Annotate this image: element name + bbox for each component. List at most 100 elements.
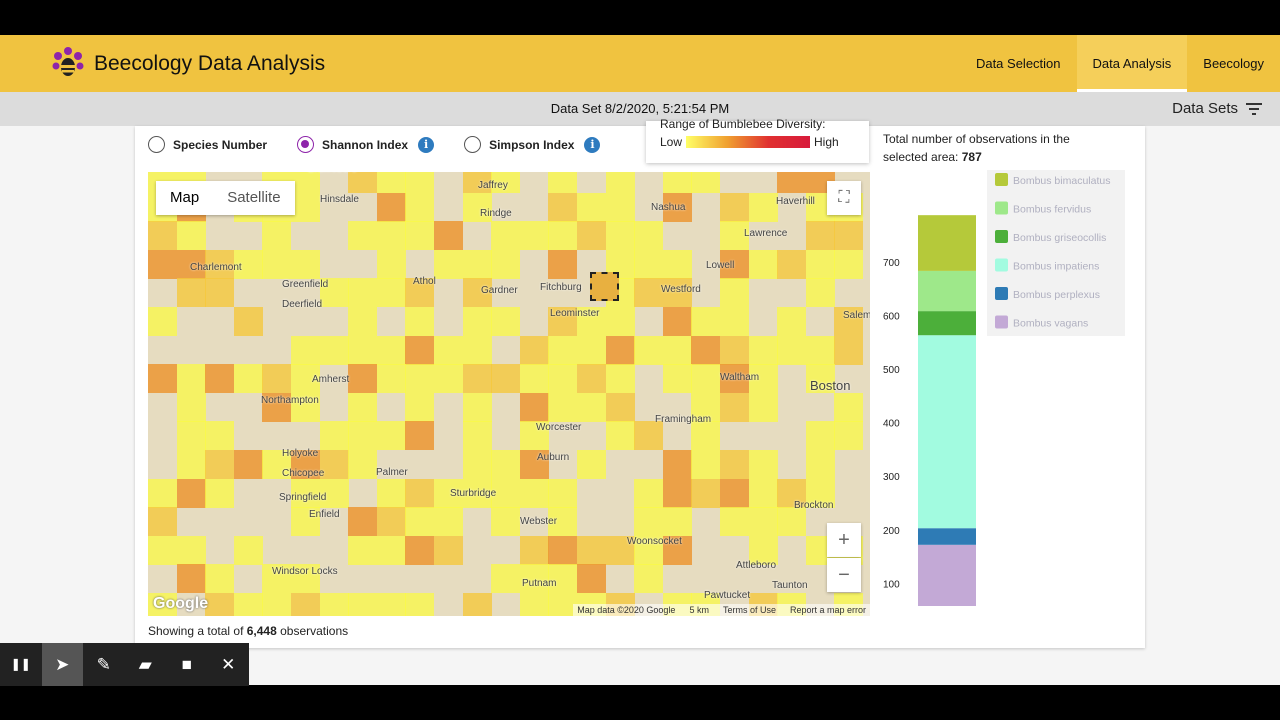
heatmap-cell[interactable] bbox=[634, 249, 664, 279]
heatmap-cell[interactable] bbox=[634, 221, 664, 251]
heatmap-cell[interactable] bbox=[720, 507, 749, 537]
heatmap-cell[interactable] bbox=[291, 564, 320, 594]
heatmap-cell[interactable] bbox=[376, 478, 406, 508]
heatmap-cell[interactable] bbox=[605, 364, 635, 394]
heatmap-cell[interactable] bbox=[634, 535, 664, 565]
heatmap-cell[interactable] bbox=[205, 450, 235, 479]
heatmap-cell[interactable] bbox=[748, 192, 778, 222]
heatmap-cell[interactable] bbox=[462, 192, 492, 222]
map[interactable]: Brattleboro Jaffrey Hinsdale Rindge Nashua Ha… bbox=[148, 172, 870, 616]
heatmap-cell[interactable] bbox=[834, 249, 864, 279]
heatmap-cell[interactable] bbox=[691, 478, 721, 508]
heatmap-cell[interactable] bbox=[691, 364, 721, 394]
heatmap-cell[interactable] bbox=[291, 192, 320, 222]
heatmap-cell[interactable] bbox=[748, 507, 778, 537]
heatmap-cell[interactable] bbox=[405, 221, 435, 251]
heatmap-cell[interactable] bbox=[748, 478, 778, 508]
heatmap-cell[interactable] bbox=[662, 307, 692, 336]
close-icon[interactable]: ✕ bbox=[221, 655, 236, 674]
heatmap-cell[interactable] bbox=[319, 335, 349, 365]
heatmap-cell[interactable] bbox=[291, 364, 320, 394]
heatmap-cell[interactable] bbox=[548, 307, 578, 336]
heatmap-cell[interactable] bbox=[491, 564, 521, 594]
heatmap-cell[interactable] bbox=[148, 221, 177, 251]
heatmap-cell[interactable] bbox=[434, 221, 463, 251]
heatmap-cell[interactable] bbox=[548, 392, 578, 422]
heatmap-cell[interactable] bbox=[233, 249, 263, 279]
heatmap-cell[interactable] bbox=[777, 249, 807, 279]
heatmap-cell[interactable] bbox=[548, 221, 578, 251]
heatmap-cell[interactable] bbox=[720, 364, 749, 394]
heatmap-cell[interactable] bbox=[262, 364, 292, 394]
heatmap-cell[interactable] bbox=[605, 307, 635, 336]
camera-icon[interactable]: ■ bbox=[181, 655, 192, 674]
heatmap-cell[interactable] bbox=[262, 249, 292, 279]
heatmap-cell[interactable] bbox=[176, 421, 206, 451]
heatmap-cell[interactable] bbox=[634, 507, 664, 537]
heatmap-cell[interactable] bbox=[662, 364, 692, 394]
heatmap-cell[interactable] bbox=[405, 278, 435, 308]
heatmap-cell[interactable] bbox=[405, 172, 435, 193]
heatmap-cell[interactable] bbox=[148, 307, 177, 336]
heatmap-cell[interactable] bbox=[176, 392, 206, 422]
heatmap-cell[interactable] bbox=[491, 221, 521, 251]
heatmap-cell[interactable] bbox=[348, 593, 378, 616]
heatmap-cell[interactable] bbox=[205, 421, 235, 451]
heatmap-cell[interactable] bbox=[605, 392, 635, 422]
heatmap-cell[interactable] bbox=[548, 478, 578, 508]
heatmap-cell[interactable] bbox=[548, 564, 578, 594]
heatmap-cell[interactable] bbox=[205, 564, 235, 594]
heatmap-cell[interactable] bbox=[233, 535, 263, 565]
eraser-icon[interactable]: ▰ bbox=[138, 655, 152, 674]
heatmap-cell[interactable] bbox=[262, 564, 292, 594]
heatmap-cell[interactable] bbox=[577, 307, 606, 336]
heatmap-cell[interactable] bbox=[491, 172, 521, 193]
heatmap-cell[interactable] bbox=[834, 421, 864, 451]
heatmap-cell[interactable] bbox=[319, 593, 349, 616]
heatmap-cell[interactable] bbox=[720, 192, 749, 222]
heatmap-cell[interactable] bbox=[348, 392, 378, 422]
heatmap-cell[interactable] bbox=[605, 335, 635, 365]
heatmap-cell[interactable] bbox=[805, 221, 835, 251]
heatmap-cell[interactable] bbox=[720, 307, 749, 336]
heatmap-cell[interactable] bbox=[662, 478, 692, 508]
radio-circle[interactable] bbox=[148, 136, 165, 153]
heatmap-cell[interactable] bbox=[262, 392, 292, 422]
bar-segment-bombus-impatiens[interactable] bbox=[918, 335, 976, 529]
heatmap-cell[interactable] bbox=[548, 172, 578, 193]
heatmap-cell[interactable] bbox=[634, 421, 664, 451]
pause-icon[interactable]: ❚❚ bbox=[10, 657, 31, 671]
legend-entry[interactable]: Bombus perplexus bbox=[1013, 289, 1100, 301]
heatmap-cell[interactable] bbox=[605, 172, 635, 193]
heatmap-cell[interactable] bbox=[319, 278, 349, 308]
heatmap-cell[interactable] bbox=[491, 307, 521, 336]
heatmap-cell[interactable] bbox=[348, 221, 378, 251]
heatmap-cell[interactable] bbox=[805, 364, 835, 394]
heatmap-cell[interactable] bbox=[519, 593, 549, 616]
heatmap-cell[interactable] bbox=[548, 593, 578, 616]
heatmap-cell[interactable] bbox=[548, 249, 578, 279]
heatmap-cell[interactable] bbox=[405, 364, 435, 394]
heatmap-cell[interactable] bbox=[462, 364, 492, 394]
heatmap-cell[interactable] bbox=[376, 535, 406, 565]
heatmap-cell[interactable] bbox=[605, 192, 635, 222]
heatmap-cell[interactable] bbox=[720, 278, 749, 308]
heatmap-cell[interactable] bbox=[348, 421, 378, 451]
report-error-link[interactable]: Report a map error bbox=[789, 605, 866, 615]
heatmap-cell[interactable] bbox=[662, 450, 692, 479]
heatmap-cell[interactable] bbox=[548, 364, 578, 394]
heatmap-cell[interactable] bbox=[176, 564, 206, 594]
heatmap-cell[interactable] bbox=[291, 172, 320, 193]
heatmap-cell[interactable] bbox=[376, 335, 406, 365]
heatmap-cell[interactable] bbox=[519, 364, 549, 394]
zoom-in-button[interactable]: + bbox=[827, 523, 861, 557]
heatmap-cell[interactable] bbox=[462, 392, 492, 422]
heatmap-cell[interactable] bbox=[777, 307, 807, 336]
heatmap-cell[interactable] bbox=[834, 307, 864, 336]
heatmap-cell[interactable] bbox=[577, 450, 606, 479]
heatmap-cell[interactable] bbox=[405, 593, 435, 616]
heatmap-cell[interactable] bbox=[491, 364, 521, 394]
heatmap-cell[interactable] bbox=[405, 421, 435, 451]
heatmap-cell[interactable] bbox=[834, 221, 864, 251]
heatmap-cell[interactable] bbox=[405, 335, 435, 365]
